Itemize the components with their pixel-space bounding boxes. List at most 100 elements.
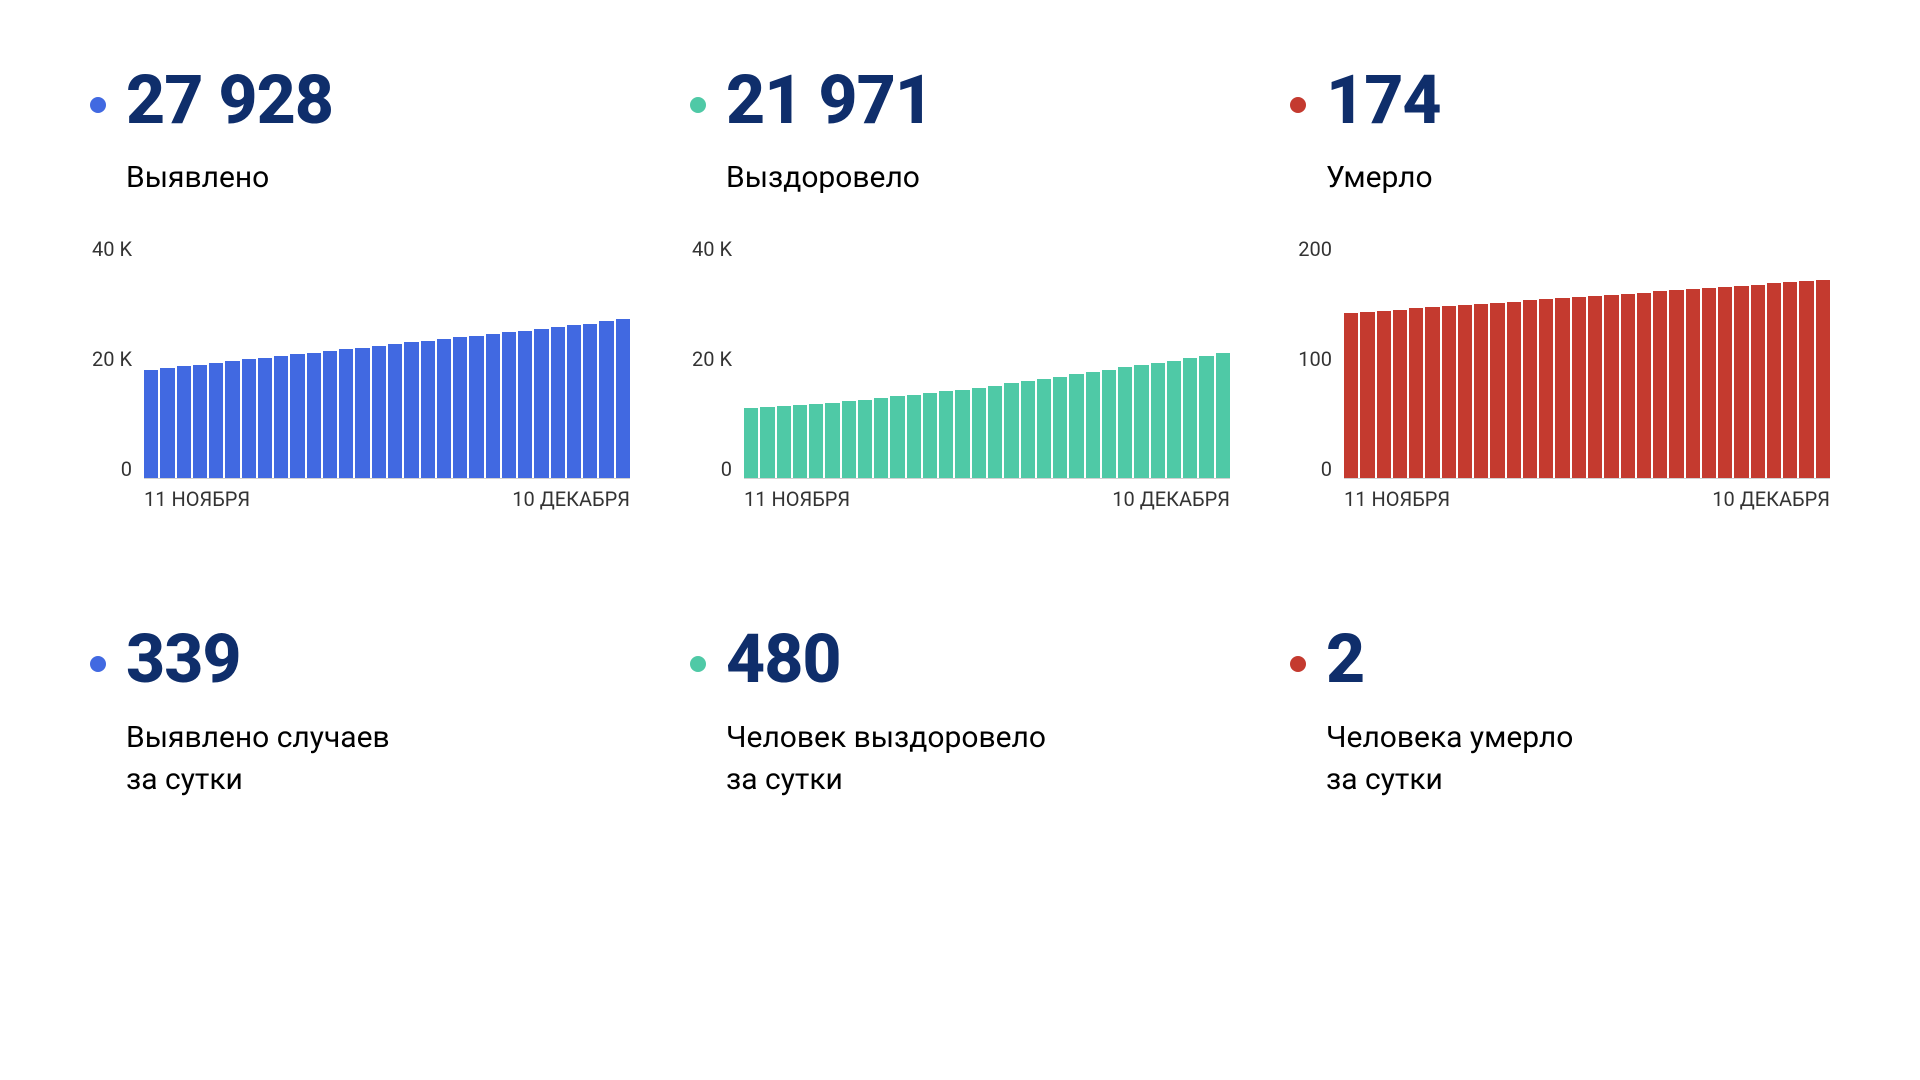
daily-header: 339 — [90, 619, 630, 699]
dot-icon — [690, 97, 706, 113]
bar — [923, 393, 937, 478]
bar — [1539, 299, 1553, 477]
bar — [1507, 302, 1521, 478]
bar — [502, 332, 516, 477]
bar — [1360, 312, 1374, 478]
bar — [160, 368, 174, 478]
bar — [486, 334, 500, 478]
stat-card-detected: 27 928 Выявлено 40 K 20 K 0 11 НОЯБРЯ 10… — [90, 60, 630, 519]
bar — [518, 331, 532, 478]
daily-value: 339 — [126, 619, 241, 699]
bar — [858, 400, 872, 478]
bar — [551, 327, 565, 477]
bar — [1167, 361, 1181, 478]
daily-card-deaths: 2 Человека умерлоза сутки — [1290, 619, 1830, 801]
bar — [307, 353, 321, 478]
x-axis-labels: 11 НОЯБРЯ 10 ДЕКАБРЯ — [1344, 487, 1830, 511]
x-tick-start: 11 НОЯБРЯ — [1344, 487, 1450, 511]
bar — [1134, 365, 1148, 477]
bar — [1409, 308, 1423, 477]
daily-label: Человека умерлоза сутки — [1326, 717, 1830, 801]
bar — [583, 324, 597, 478]
y-axis-labels: 200 100 0 — [1290, 239, 1340, 479]
bar — [1069, 374, 1083, 477]
bar — [1425, 307, 1439, 477]
bar-chart-deaths: 200 100 0 11 НОЯБРЯ 10 ДЕКАБРЯ — [1290, 239, 1830, 519]
bar — [1393, 310, 1407, 478]
bar — [388, 344, 402, 477]
bar — [777, 406, 791, 478]
dot-icon — [1290, 97, 1306, 113]
bar — [1588, 296, 1602, 478]
bar — [1555, 298, 1569, 477]
bar — [1718, 287, 1732, 478]
daily-value: 2 — [1326, 619, 1364, 699]
x-tick-start: 11 НОЯБРЯ — [144, 487, 250, 511]
bar — [1686, 289, 1700, 477]
y-tick: 40 K — [90, 239, 132, 259]
dot-icon — [1290, 656, 1306, 672]
bar — [1653, 291, 1667, 477]
bar — [1086, 372, 1100, 478]
bar-chart-recovered: 40 K 20 K 0 11 НОЯБРЯ 10 ДЕКАБРЯ — [690, 239, 1230, 519]
bar — [760, 407, 774, 477]
dot-icon — [90, 656, 106, 672]
bar — [534, 329, 548, 478]
x-tick-end: 10 ДЕКАБРЯ — [1112, 487, 1230, 511]
y-axis-labels: 40 K 20 K 0 — [90, 239, 140, 479]
bar — [355, 348, 369, 478]
bar — [744, 408, 758, 477]
bar — [1783, 282, 1797, 477]
bar — [1199, 356, 1213, 478]
bar — [209, 363, 223, 478]
stat-card-deaths: 174 Умерло 200 100 0 11 НОЯБРЯ 10 ДЕКАБР… — [1290, 60, 1830, 519]
stat-value: 21 971 — [726, 60, 933, 140]
bar — [193, 365, 207, 478]
stat-value: 174 — [1326, 60, 1441, 140]
y-tick: 20 K — [90, 349, 132, 369]
stat-value: 27 928 — [126, 60, 333, 140]
bar — [1799, 281, 1813, 477]
bar — [1458, 305, 1472, 478]
daily-label: Выявлено случаевза сутки — [126, 717, 630, 801]
bar — [1151, 363, 1165, 478]
bar — [1004, 383, 1018, 477]
bar — [290, 354, 304, 477]
bar — [1604, 295, 1618, 478]
x-tick-end: 10 ДЕКАБРЯ — [512, 487, 630, 511]
bar — [1669, 290, 1683, 477]
bar — [1377, 311, 1391, 478]
bar — [809, 404, 823, 478]
bar — [1442, 306, 1456, 477]
bar — [437, 339, 451, 477]
y-tick: 100 — [1290, 349, 1332, 369]
y-tick: 0 — [690, 459, 732, 479]
bars-area — [744, 251, 1230, 479]
stat-label: Выздоровело — [726, 158, 1230, 199]
bar — [599, 321, 613, 477]
bar — [1344, 313, 1358, 478]
bar — [339, 349, 353, 477]
x-axis-labels: 11 НОЯБРЯ 10 ДЕКАБРЯ — [144, 487, 630, 511]
daily-card-recovered: 480 Человек выздоровелоза сутки — [690, 619, 1230, 801]
bar — [421, 341, 435, 478]
bar — [842, 401, 856, 477]
bar-chart-detected: 40 K 20 K 0 11 НОЯБРЯ 10 ДЕКАБРЯ — [90, 239, 630, 519]
bar — [1490, 303, 1504, 478]
bar — [177, 366, 191, 477]
dot-icon — [690, 656, 706, 672]
y-tick: 20 K — [690, 349, 732, 369]
bar — [616, 319, 630, 477]
bar — [258, 358, 272, 478]
bar — [1118, 367, 1132, 477]
bar — [404, 342, 418, 477]
y-tick: 200 — [1290, 239, 1332, 259]
stat-header: 174 — [1290, 60, 1830, 140]
bar — [1751, 285, 1765, 478]
bar — [907, 395, 921, 478]
stat-label: Выявлено — [126, 158, 630, 199]
y-tick: 40 K — [690, 239, 732, 259]
bar — [1523, 300, 1537, 477]
x-tick-end: 10 ДЕКАБРЯ — [1712, 487, 1830, 511]
bar — [988, 386, 1002, 478]
